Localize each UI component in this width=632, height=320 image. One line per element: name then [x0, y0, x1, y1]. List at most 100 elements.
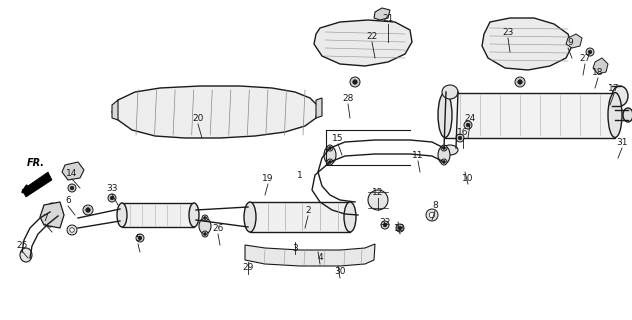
Circle shape: [353, 80, 357, 84]
Text: 6: 6: [65, 196, 71, 204]
Text: 22: 22: [367, 31, 378, 41]
Bar: [445, 93, 615, 138]
Circle shape: [348, 256, 352, 260]
Circle shape: [83, 205, 93, 215]
Text: 28: 28: [343, 93, 354, 102]
Circle shape: [70, 228, 74, 232]
Ellipse shape: [189, 203, 199, 227]
Text: 24: 24: [465, 114, 476, 123]
Ellipse shape: [20, 248, 32, 262]
Polygon shape: [374, 8, 390, 20]
Circle shape: [396, 224, 404, 232]
Circle shape: [426, 209, 438, 221]
Polygon shape: [316, 98, 322, 118]
Circle shape: [48, 203, 56, 211]
Text: 21: 21: [382, 13, 394, 22]
Text: 23: 23: [502, 28, 514, 36]
Circle shape: [398, 226, 402, 230]
Circle shape: [466, 123, 470, 127]
Polygon shape: [112, 86, 318, 138]
Circle shape: [202, 215, 208, 221]
Circle shape: [48, 221, 52, 225]
Circle shape: [458, 136, 462, 140]
Ellipse shape: [199, 218, 211, 234]
Text: 27: 27: [580, 53, 591, 62]
Ellipse shape: [438, 92, 452, 138]
Text: 5: 5: [135, 234, 141, 243]
Text: 30: 30: [334, 268, 346, 276]
Circle shape: [588, 50, 592, 54]
Text: 32: 32: [379, 218, 391, 227]
Circle shape: [464, 121, 472, 129]
Text: 3: 3: [292, 244, 298, 252]
Ellipse shape: [442, 145, 458, 155]
Text: 18: 18: [592, 68, 604, 76]
Circle shape: [67, 225, 77, 235]
Polygon shape: [245, 244, 375, 266]
Circle shape: [346, 254, 354, 262]
Bar: [122, 203, 194, 227]
Text: 20: 20: [192, 114, 204, 123]
Circle shape: [302, 254, 310, 262]
Circle shape: [136, 234, 144, 242]
Text: 1: 1: [297, 171, 303, 180]
Text: 12: 12: [372, 188, 384, 196]
Circle shape: [50, 205, 54, 209]
Bar: [250, 202, 350, 232]
Polygon shape: [482, 18, 572, 70]
Circle shape: [350, 77, 360, 87]
Polygon shape: [22, 172, 52, 197]
Ellipse shape: [608, 92, 622, 138]
Text: 17: 17: [608, 84, 620, 92]
Text: 11: 11: [412, 150, 423, 159]
Text: 31: 31: [616, 138, 628, 147]
Circle shape: [518, 80, 522, 84]
Ellipse shape: [612, 86, 628, 106]
Text: 9: 9: [567, 37, 573, 46]
Circle shape: [429, 212, 435, 218]
Circle shape: [204, 233, 207, 235]
Circle shape: [68, 184, 76, 192]
Text: 25: 25: [16, 241, 28, 250]
Circle shape: [110, 196, 114, 200]
Ellipse shape: [368, 190, 388, 210]
Polygon shape: [112, 100, 118, 120]
Polygon shape: [314, 20, 412, 66]
Circle shape: [254, 254, 262, 262]
Circle shape: [202, 231, 208, 237]
Circle shape: [86, 208, 90, 212]
Ellipse shape: [244, 202, 256, 232]
Circle shape: [383, 223, 387, 227]
Circle shape: [138, 236, 142, 240]
Text: 14: 14: [66, 169, 78, 178]
Text: 26: 26: [212, 223, 224, 233]
Circle shape: [327, 145, 333, 151]
Text: 16: 16: [457, 127, 469, 137]
Circle shape: [515, 77, 525, 87]
Text: 10: 10: [462, 173, 474, 182]
Ellipse shape: [623, 108, 632, 122]
Ellipse shape: [344, 202, 356, 232]
Circle shape: [46, 219, 54, 227]
Polygon shape: [40, 202, 64, 228]
Text: 19: 19: [262, 173, 274, 182]
Circle shape: [329, 161, 331, 163]
Circle shape: [586, 48, 594, 56]
Text: 29: 29: [242, 263, 253, 273]
Text: 8: 8: [432, 201, 438, 210]
Text: FR.: FR.: [27, 158, 45, 168]
Text: 2: 2: [305, 205, 311, 214]
Polygon shape: [593, 58, 608, 74]
Circle shape: [304, 256, 308, 260]
Circle shape: [329, 147, 331, 149]
Circle shape: [108, 194, 116, 202]
Circle shape: [442, 161, 446, 163]
Ellipse shape: [438, 146, 450, 164]
Circle shape: [381, 221, 389, 229]
Circle shape: [441, 159, 447, 165]
Circle shape: [442, 147, 446, 149]
Ellipse shape: [324, 146, 336, 164]
Circle shape: [456, 134, 464, 142]
Circle shape: [441, 145, 447, 151]
Text: 4: 4: [317, 253, 323, 262]
